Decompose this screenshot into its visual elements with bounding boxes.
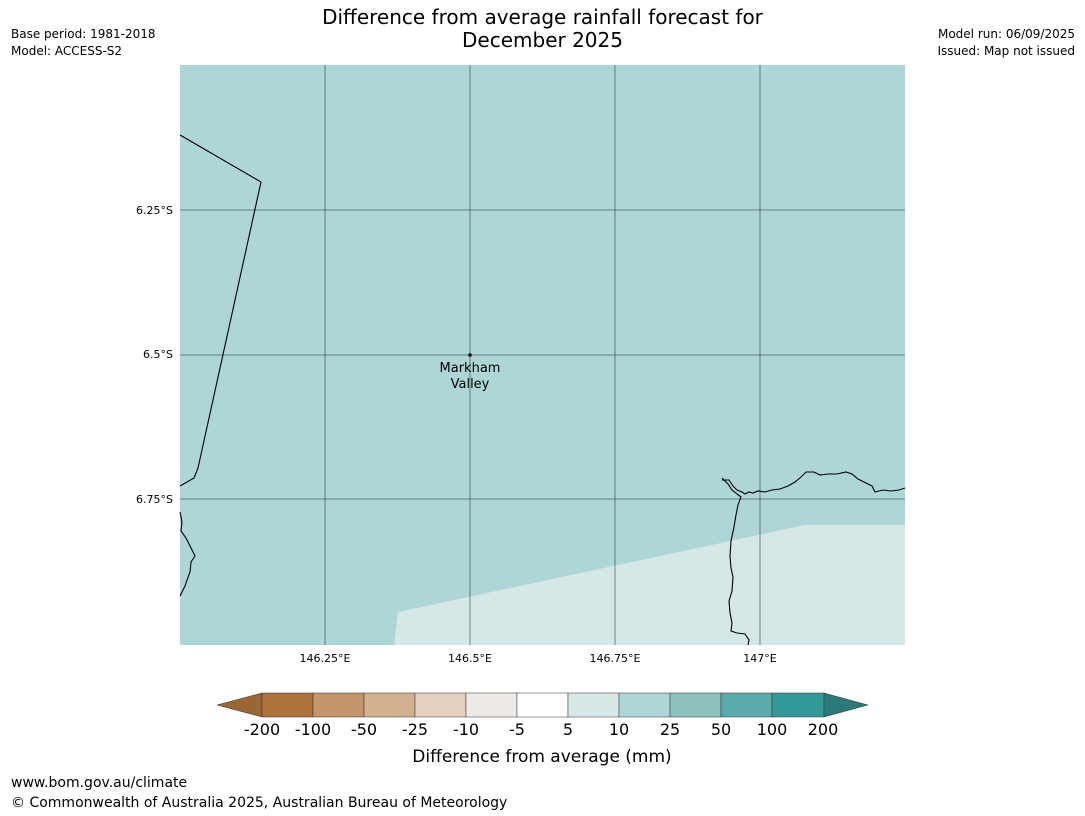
legend-colorbar: [216, 692, 869, 718]
lat-label-6-75: 6.75°S: [136, 493, 173, 506]
legend-tick: -25: [402, 720, 428, 739]
place-label-line1: Markham: [440, 361, 501, 376]
footer-copyright: © Commonwealth of Australia 2025, Austra…: [11, 795, 508, 811]
legend-swatch-10-25: [618, 692, 671, 718]
meta-left: Base period: 1981-2018 Model: ACCESS-S2: [11, 26, 156, 60]
graticule: [180, 65, 905, 645]
legend-tick: -200: [244, 720, 280, 739]
longitude-labels: 146.25°E 146.5°E 146.75°E 147°E: [300, 652, 777, 665]
coastline-huon-gulf: [722, 471, 906, 495]
latitude-labels: 6.25°S 6.5°S 6.75°S: [136, 204, 173, 506]
issued-status: Issued: Map not issued: [937, 44, 1075, 58]
map-title-line1: Difference from average rainfall forecas…: [322, 5, 763, 29]
base-period: Base period: 1981-2018: [11, 27, 156, 41]
map-region-5-10: [394, 525, 905, 645]
legend-swatch-10-5: [465, 692, 518, 718]
place-label-line2: Valley: [451, 377, 490, 392]
meta-right: Model run: 06/09/2025 Issued: Map not is…: [937, 26, 1075, 60]
legend-swatch-100-200: [771, 692, 825, 718]
lat-label-6-5: 6.5°S: [143, 348, 173, 361]
legend-swatch-25-10: [414, 692, 467, 718]
legend-swatch-25-50: [669, 692, 722, 718]
coastline-river: [721, 477, 750, 646]
lon-label-146-5: 146.5°E: [448, 652, 492, 665]
legend-tick: 25: [660, 720, 680, 739]
lon-label-146-25: 146.25°E: [300, 652, 351, 665]
legend-tick: 200: [808, 720, 839, 739]
legend-swatch-5-5: [516, 692, 569, 718]
legend-tick: -100: [295, 720, 331, 739]
legend-swatch-100-50: [312, 692, 365, 718]
lat-label-6-25: 6.25°S: [136, 204, 173, 217]
map-title: Difference from average rainfall forecas…: [300, 6, 785, 52]
model-run: Model run: 06/09/2025: [937, 27, 1075, 41]
legend-swatch-50-25: [363, 692, 416, 718]
footer-url: www.bom.gov.au/climate: [11, 775, 188, 791]
legend-swatch-50-100: [720, 692, 773, 718]
legend-tick: 50: [711, 720, 731, 739]
coastlines: [179, 134, 906, 646]
coastline-west: [179, 511, 196, 597]
legend-tick: 5: [563, 720, 573, 739]
legend-tick: 10: [609, 720, 629, 739]
model-name: Model: ACCESS-S2: [11, 44, 123, 58]
legend-tick: 100: [757, 720, 788, 739]
legend-swatch-5-10: [567, 692, 620, 718]
legend-swatch-lt-200: [216, 692, 263, 718]
legend-ticks: -200 -100 -50 -25 -10 -5 5 10 25 50 100 …: [244, 720, 838, 739]
markham-valley-marker: [468, 353, 472, 357]
legend-tick: -5: [509, 720, 525, 739]
legend-swatch-gt-200: [823, 692, 869, 718]
lon-label-146-75: 146.75°E: [590, 652, 641, 665]
map-title-line2: December 2025: [462, 28, 623, 52]
lon-label-147: 147°E: [743, 652, 776, 665]
legend-swatch-200-100: [261, 692, 314, 718]
legend-tick: -10: [453, 720, 479, 739]
province-boundary: [179, 134, 262, 487]
legend-tick: -50: [351, 720, 377, 739]
legend-title: Difference from average (mm): [412, 747, 671, 767]
